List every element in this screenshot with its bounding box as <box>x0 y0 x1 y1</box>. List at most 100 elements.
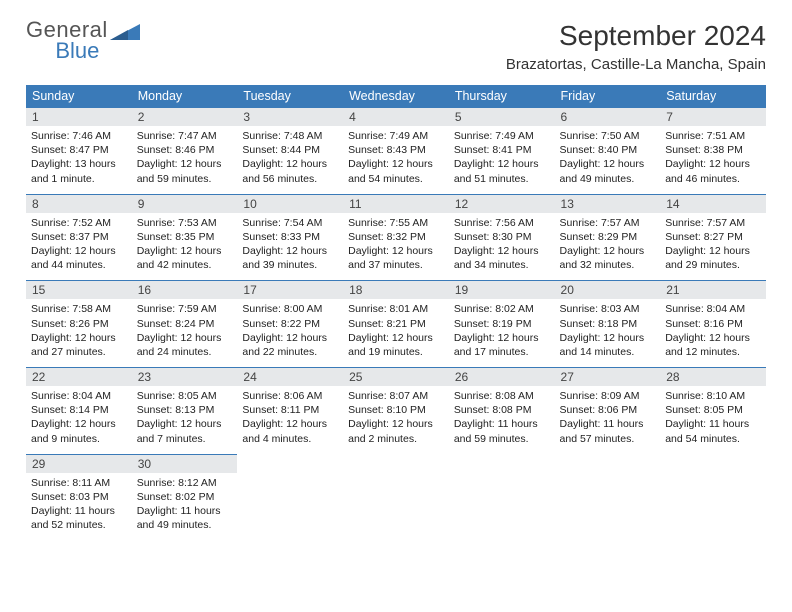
day-data: Sunrise: 7:54 AMSunset: 8:33 PMDaylight:… <box>237 213 343 281</box>
day-data: Sunrise: 8:00 AMSunset: 8:22 PMDaylight:… <box>237 299 343 367</box>
calendar-cell: 3Sunrise: 7:48 AMSunset: 8:44 PMDaylight… <box>237 108 343 195</box>
calendar-cell: 29Sunrise: 8:11 AMSunset: 8:03 PMDayligh… <box>26 454 132 540</box>
day-data: Sunrise: 8:12 AMSunset: 8:02 PMDaylight:… <box>132 473 238 541</box>
calendar-cell: 18Sunrise: 8:01 AMSunset: 8:21 PMDayligh… <box>343 281 449 368</box>
day-data: Sunrise: 8:09 AMSunset: 8:06 PMDaylight:… <box>555 386 661 454</box>
calendar-cell: 19Sunrise: 8:02 AMSunset: 8:19 PMDayligh… <box>449 281 555 368</box>
day-number: 21 <box>660 281 766 299</box>
day-number: 3 <box>237 108 343 126</box>
day-number: 12 <box>449 195 555 213</box>
day-data: Sunrise: 8:07 AMSunset: 8:10 PMDaylight:… <box>343 386 449 454</box>
calendar-cell: 15Sunrise: 7:58 AMSunset: 8:26 PMDayligh… <box>26 281 132 368</box>
day-number: 26 <box>449 368 555 386</box>
logo-triangle-icon <box>110 22 140 47</box>
calendar-cell: 22Sunrise: 8:04 AMSunset: 8:14 PMDayligh… <box>26 368 132 455</box>
day-number: 20 <box>555 281 661 299</box>
calendar-cell: 20Sunrise: 8:03 AMSunset: 8:18 PMDayligh… <box>555 281 661 368</box>
location-text: Brazatortas, Castille-La Mancha, Spain <box>506 56 766 73</box>
logo: General GeBlue <box>26 20 140 62</box>
day-number: 23 <box>132 368 238 386</box>
calendar-week-row: 22Sunrise: 8:04 AMSunset: 8:14 PMDayligh… <box>26 368 766 455</box>
day-number: 18 <box>343 281 449 299</box>
day-data: Sunrise: 7:59 AMSunset: 8:24 PMDaylight:… <box>132 299 238 367</box>
day-number: 30 <box>132 455 238 473</box>
day-number: 7 <box>660 108 766 126</box>
calendar-cell <box>343 454 449 540</box>
dayname-wed: Wednesday <box>343 85 449 108</box>
day-number: 9 <box>132 195 238 213</box>
calendar-cell: 10Sunrise: 7:54 AMSunset: 8:33 PMDayligh… <box>237 194 343 281</box>
day-number: 19 <box>449 281 555 299</box>
day-number: 17 <box>237 281 343 299</box>
day-data: Sunrise: 8:04 AMSunset: 8:16 PMDaylight:… <box>660 299 766 367</box>
calendar-cell: 21Sunrise: 8:04 AMSunset: 8:16 PMDayligh… <box>660 281 766 368</box>
calendar-week-row: 15Sunrise: 7:58 AMSunset: 8:26 PMDayligh… <box>26 281 766 368</box>
calendar-cell: 25Sunrise: 8:07 AMSunset: 8:10 PMDayligh… <box>343 368 449 455</box>
day-data: Sunrise: 7:53 AMSunset: 8:35 PMDaylight:… <box>132 213 238 281</box>
calendar-cell: 12Sunrise: 7:56 AMSunset: 8:30 PMDayligh… <box>449 194 555 281</box>
calendar-cell: 7Sunrise: 7:51 AMSunset: 8:38 PMDaylight… <box>660 108 766 195</box>
calendar-cell <box>555 454 661 540</box>
calendar-cell: 28Sunrise: 8:10 AMSunset: 8:05 PMDayligh… <box>660 368 766 455</box>
calendar-cell <box>449 454 555 540</box>
day-number: 15 <box>26 281 132 299</box>
day-data: Sunrise: 8:05 AMSunset: 8:13 PMDaylight:… <box>132 386 238 454</box>
day-number: 10 <box>237 195 343 213</box>
day-data: Sunrise: 7:49 AMSunset: 8:41 PMDaylight:… <box>449 126 555 194</box>
calendar-cell: 30Sunrise: 8:12 AMSunset: 8:02 PMDayligh… <box>132 454 238 540</box>
day-data: Sunrise: 7:52 AMSunset: 8:37 PMDaylight:… <box>26 213 132 281</box>
logo-text: General GeBlue <box>26 20 108 62</box>
calendar-cell: 14Sunrise: 7:57 AMSunset: 8:27 PMDayligh… <box>660 194 766 281</box>
calendar-cell: 16Sunrise: 7:59 AMSunset: 8:24 PMDayligh… <box>132 281 238 368</box>
day-number: 28 <box>660 368 766 386</box>
day-number: 11 <box>343 195 449 213</box>
dayname-tue: Tuesday <box>237 85 343 108</box>
day-number: 14 <box>660 195 766 213</box>
calendar-week-row: 1Sunrise: 7:46 AMSunset: 8:47 PMDaylight… <box>26 108 766 195</box>
day-data: Sunrise: 8:02 AMSunset: 8:19 PMDaylight:… <box>449 299 555 367</box>
dayname-fri: Friday <box>555 85 661 108</box>
calendar-cell: 6Sunrise: 7:50 AMSunset: 8:40 PMDaylight… <box>555 108 661 195</box>
calendar-cell: 23Sunrise: 8:05 AMSunset: 8:13 PMDayligh… <box>132 368 238 455</box>
day-data: Sunrise: 7:57 AMSunset: 8:29 PMDaylight:… <box>555 213 661 281</box>
calendar-cell: 24Sunrise: 8:06 AMSunset: 8:11 PMDayligh… <box>237 368 343 455</box>
day-data: Sunrise: 8:04 AMSunset: 8:14 PMDaylight:… <box>26 386 132 454</box>
day-number: 8 <box>26 195 132 213</box>
day-data: Sunrise: 7:55 AMSunset: 8:32 PMDaylight:… <box>343 213 449 281</box>
calendar-cell: 1Sunrise: 7:46 AMSunset: 8:47 PMDaylight… <box>26 108 132 195</box>
dayname-thu: Thursday <box>449 85 555 108</box>
day-data: Sunrise: 7:49 AMSunset: 8:43 PMDaylight:… <box>343 126 449 194</box>
day-data: Sunrise: 7:46 AMSunset: 8:47 PMDaylight:… <box>26 126 132 194</box>
day-number: 16 <box>132 281 238 299</box>
header: General GeBlue September 2024 Brazatorta… <box>26 20 766 73</box>
day-number: 25 <box>343 368 449 386</box>
dayname-mon: Monday <box>132 85 238 108</box>
calendar-cell <box>237 454 343 540</box>
month-title: September 2024 <box>506 20 766 52</box>
calendar-cell: 11Sunrise: 7:55 AMSunset: 8:32 PMDayligh… <box>343 194 449 281</box>
day-data: Sunrise: 7:47 AMSunset: 8:46 PMDaylight:… <box>132 126 238 194</box>
calendar-cell: 8Sunrise: 7:52 AMSunset: 8:37 PMDaylight… <box>26 194 132 281</box>
calendar-cell: 13Sunrise: 7:57 AMSunset: 8:29 PMDayligh… <box>555 194 661 281</box>
calendar-cell: 2Sunrise: 7:47 AMSunset: 8:46 PMDaylight… <box>132 108 238 195</box>
day-data: Sunrise: 7:48 AMSunset: 8:44 PMDaylight:… <box>237 126 343 194</box>
day-data: Sunrise: 7:56 AMSunset: 8:30 PMDaylight:… <box>449 213 555 281</box>
calendar-table: Sunday Monday Tuesday Wednesday Thursday… <box>26 85 766 540</box>
calendar-cell: 5Sunrise: 7:49 AMSunset: 8:41 PMDaylight… <box>449 108 555 195</box>
day-number: 5 <box>449 108 555 126</box>
calendar-week-row: 29Sunrise: 8:11 AMSunset: 8:03 PMDayligh… <box>26 454 766 540</box>
day-number: 24 <box>237 368 343 386</box>
day-number: 29 <box>26 455 132 473</box>
calendar-cell: 4Sunrise: 7:49 AMSunset: 8:43 PMDaylight… <box>343 108 449 195</box>
day-number: 6 <box>555 108 661 126</box>
day-data: Sunrise: 8:08 AMSunset: 8:08 PMDaylight:… <box>449 386 555 454</box>
logo-word-blue: Blue <box>55 38 99 63</box>
calendar-cell: 26Sunrise: 8:08 AMSunset: 8:08 PMDayligh… <box>449 368 555 455</box>
day-data: Sunrise: 8:03 AMSunset: 8:18 PMDaylight:… <box>555 299 661 367</box>
calendar-week-row: 8Sunrise: 7:52 AMSunset: 8:37 PMDaylight… <box>26 194 766 281</box>
calendar-header-row: Sunday Monday Tuesday Wednesday Thursday… <box>26 85 766 108</box>
day-data: Sunrise: 8:06 AMSunset: 8:11 PMDaylight:… <box>237 386 343 454</box>
day-data: Sunrise: 7:50 AMSunset: 8:40 PMDaylight:… <box>555 126 661 194</box>
day-number: 2 <box>132 108 238 126</box>
dayname-sun: Sunday <box>26 85 132 108</box>
